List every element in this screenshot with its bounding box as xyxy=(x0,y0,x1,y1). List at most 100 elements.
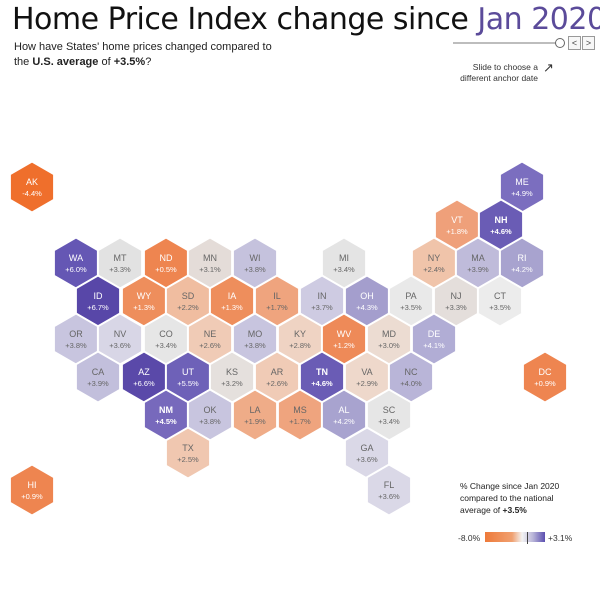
subtitle-us-average: U.S. average xyxy=(32,56,99,68)
slider-track[interactable] xyxy=(453,42,557,44)
state-value: +6.0% xyxy=(65,265,87,274)
state-value: +0.9% xyxy=(21,492,43,501)
hex-shape[interactable] xyxy=(164,426,212,480)
state-abbr: IL xyxy=(273,291,281,301)
state-abbr: VA xyxy=(361,367,372,377)
state-value: +3.7% xyxy=(311,303,333,312)
state-abbr: ND xyxy=(160,253,173,263)
state-value: +3.4% xyxy=(155,341,177,350)
state-abbr: MD xyxy=(382,329,396,339)
state-value: +3.8% xyxy=(65,341,87,350)
slider-handle[interactable] xyxy=(555,38,565,48)
state-abbr: UT xyxy=(182,367,194,377)
state-abbr: OH xyxy=(360,291,374,301)
hex-shape[interactable] xyxy=(476,274,524,328)
state-value: +3.0% xyxy=(378,341,400,350)
anchor-date-slider[interactable]: < > xyxy=(453,36,598,50)
state-hex-sc[interactable]: SC +3.4% xyxy=(365,388,413,442)
state-abbr: MT xyxy=(114,253,127,263)
state-hex-ct[interactable]: CT +3.5% xyxy=(476,274,524,328)
state-abbr: ME xyxy=(515,177,529,187)
state-abbr: IA xyxy=(228,291,237,301)
state-abbr: IN xyxy=(318,291,327,301)
state-value: +3.5% xyxy=(489,303,511,312)
state-value: +3.9% xyxy=(467,265,489,274)
state-abbr: SD xyxy=(182,291,195,301)
subtitle-post: ? xyxy=(145,56,152,68)
state-value: +4.1% xyxy=(423,341,445,350)
state-hex-fl[interactable]: FL +3.6% xyxy=(365,463,413,517)
legend-average-value: +3.5% xyxy=(502,505,527,515)
state-abbr: CA xyxy=(92,367,105,377)
state-value: +3.1% xyxy=(199,265,221,274)
state-value: +0.5% xyxy=(155,265,177,274)
title-main: Home Price Index change since xyxy=(12,2,469,37)
legend-line2: compared to the national xyxy=(460,493,554,503)
slider-hint: Slide to choose a different anchor date xyxy=(460,62,538,83)
state-value: +2.6% xyxy=(266,379,288,388)
state-abbr: DE xyxy=(428,329,441,339)
state-hex-tx[interactable]: TX +2.5% xyxy=(164,426,212,480)
state-abbr: NC xyxy=(405,367,418,377)
state-value: +2.2% xyxy=(177,303,199,312)
state-value: +4.9% xyxy=(511,189,533,198)
state-hex-ca[interactable]: CA +3.9% xyxy=(74,350,122,404)
hex-shape[interactable] xyxy=(521,350,569,404)
state-value: +1.3% xyxy=(133,303,155,312)
state-hex-hi[interactable]: HI +0.9% xyxy=(8,463,56,517)
state-abbr: WY xyxy=(137,291,152,301)
state-abbr: AZ xyxy=(138,367,150,377)
state-value: +3.9% xyxy=(87,379,109,388)
arrow-up-right-icon: ↗ xyxy=(543,60,554,75)
state-abbr: CO xyxy=(159,329,173,339)
subtitle-average-value: +3.5% xyxy=(113,56,146,68)
state-value: +4.3% xyxy=(356,303,378,312)
state-abbr: ID xyxy=(94,291,104,301)
state-value: +4.2% xyxy=(333,417,355,426)
hex-shape[interactable] xyxy=(8,463,56,517)
state-hex-dc[interactable]: DC +0.9% xyxy=(521,350,569,404)
next-date-button[interactable]: > xyxy=(582,36,595,50)
state-value: +1.8% xyxy=(446,227,468,236)
state-abbr: MI xyxy=(339,253,349,263)
state-abbr: AR xyxy=(271,367,284,377)
state-abbr: MA xyxy=(471,253,485,263)
state-value: +3.4% xyxy=(378,417,400,426)
state-abbr: WA xyxy=(69,253,83,263)
state-value: +3.3% xyxy=(109,265,131,274)
state-value: +3.8% xyxy=(199,417,221,426)
state-abbr: FL xyxy=(384,480,395,490)
legend-description: % Change since Jan 2020 compared to the … xyxy=(460,480,590,516)
state-value: +2.9% xyxy=(356,379,378,388)
state-value: +4.5% xyxy=(155,417,177,426)
state-abbr: NM xyxy=(159,405,173,415)
state-hex-nh[interactable]: NH +4.6% xyxy=(477,198,525,252)
legend-color-scale xyxy=(485,532,545,542)
state-abbr: DC xyxy=(539,367,552,377)
state-value: +3.3% xyxy=(445,303,467,312)
legend-max-label: +3.1% xyxy=(548,533,573,543)
state-value: +1.7% xyxy=(266,303,288,312)
state-abbr: MS xyxy=(293,405,307,415)
state-value: +1.2% xyxy=(333,341,355,350)
legend-line1: % Change since Jan 2020 xyxy=(460,481,560,491)
state-value: +3.6% xyxy=(356,455,378,464)
state-abbr: WV xyxy=(337,329,352,339)
hex-shape[interactable] xyxy=(365,463,413,517)
state-hex-ak[interactable]: AK -4.4% xyxy=(8,160,56,214)
previous-date-button[interactable]: < xyxy=(568,36,581,50)
legend-average-tick xyxy=(527,532,528,544)
state-value: +4.0% xyxy=(400,379,422,388)
state-hex-ga[interactable]: GA +3.6% xyxy=(343,426,391,480)
state-abbr: CT xyxy=(494,291,506,301)
state-value: +5.5% xyxy=(177,379,199,388)
hex-shape[interactable] xyxy=(8,160,56,214)
subtitle-pre: the xyxy=(14,56,33,68)
state-value: +4.2% xyxy=(511,265,533,274)
hex-shape[interactable] xyxy=(74,350,122,404)
state-value: +4.6% xyxy=(311,379,333,388)
state-hex-mi[interactable]: MI +3.4% xyxy=(320,236,368,290)
state-abbr: MN xyxy=(203,253,217,263)
state-abbr: WI xyxy=(250,253,261,263)
